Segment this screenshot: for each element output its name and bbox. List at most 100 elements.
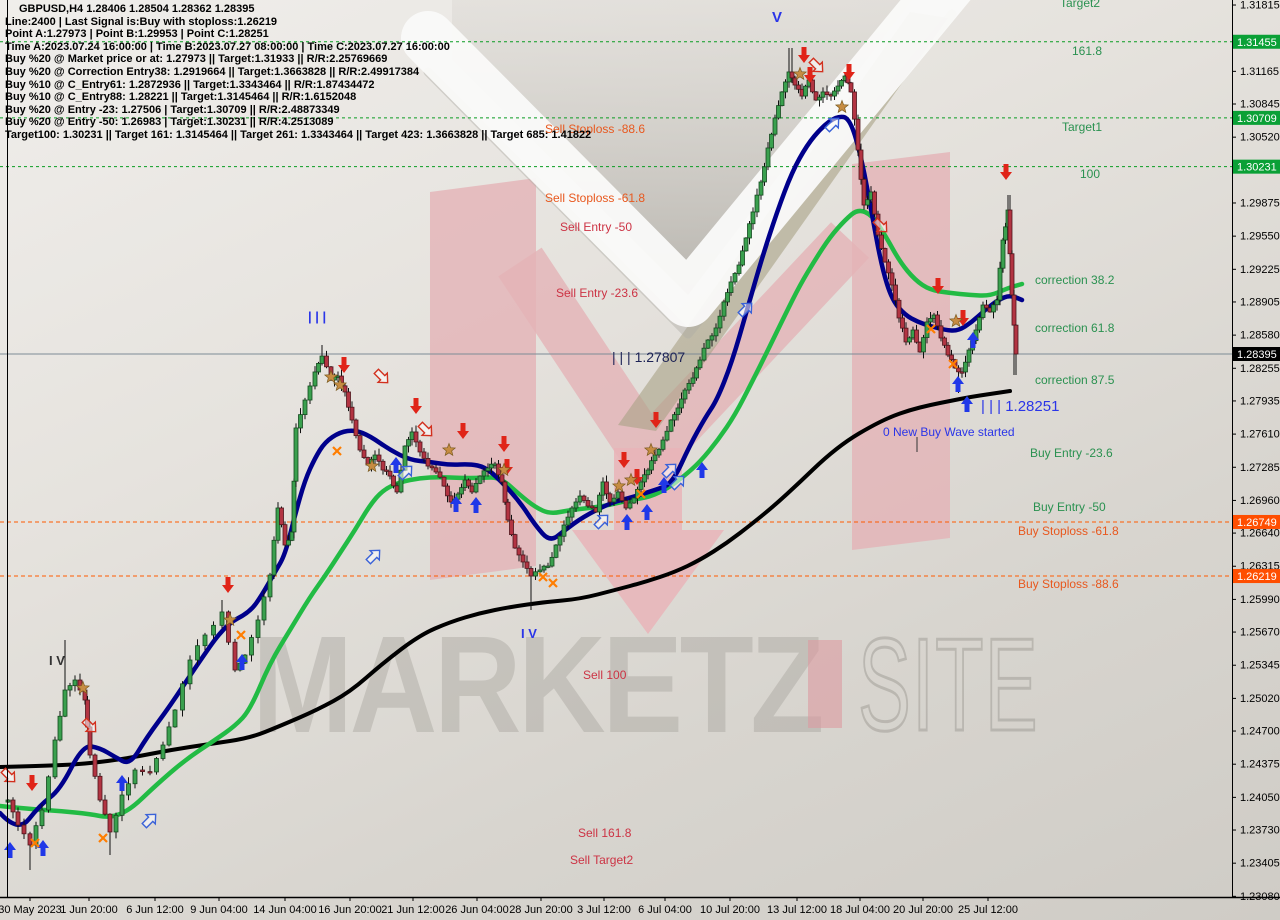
price-tick-label: 1.27935 [1240,395,1280,407]
buy-arrow-icon [961,396,973,412]
time-tick-label: 14 Jun 04:00 [253,904,317,916]
price-tag [1233,347,1280,361]
chart-annotation: | | | 1.28251 [981,398,1059,415]
sell-arrow-icon [932,278,944,294]
sell-arrow-icon [410,398,422,414]
price-tick-label: 1.23405 [1240,858,1280,870]
star-marker-icon [623,472,639,487]
chart-annotation: I V [49,653,65,668]
buy-arrow-icon [390,457,402,473]
time-tick-label: 25 Jul 12:00 [958,904,1018,916]
logo-check [401,0,971,327]
hollow-buy-arrow-icon [397,465,413,481]
buy-arrow-icon [967,332,979,348]
buy-arrow-icon [236,654,248,670]
time-tick-label: 6 Jun 12:00 [126,904,184,916]
buy-arrow-icon [658,477,670,493]
time-tick-label: 30 May 2023 [0,904,62,916]
price-tag-label: 1.26219 [1237,571,1277,583]
star-marker-icon [441,442,457,457]
chart-annotation: I V [521,626,537,641]
price-tick-label: 1.26640 [1240,528,1280,540]
chart-annotation: Target1 [1062,120,1102,134]
time-tick-label: 20 Jul 20:00 [893,904,953,916]
hollow-buy-arrow-icon [737,302,753,318]
logo-right-slab [852,152,950,550]
hollow-sell-arrow-icon [81,717,97,733]
star-marker-icon [364,458,380,473]
cross-marker-icon [538,572,548,582]
chart-annotation: 100 [1080,167,1100,181]
price-tag-label: 1.30709 [1237,113,1277,125]
price-tag [1233,34,1280,49]
chart-annotation: Buy Stoploss -61.8 [1018,524,1119,538]
price-tick-label: 1.25670 [1240,627,1280,639]
cross-marker-icon [548,578,558,588]
hollow-buy-arrow-icon [141,813,157,829]
candles [5,47,1019,871]
price-tag-label: 1.26749 [1237,517,1277,529]
hollow-buy-arrow-icon [669,475,685,491]
chart-annotation: Target2 [1060,0,1100,10]
star-marker-icon [611,478,627,493]
star-marker-icon [75,680,91,695]
sell-arrow-icon [457,423,469,439]
price-tick-label: 1.27285 [1240,462,1280,474]
cross-marker-icon [332,446,342,456]
price-tag [1233,569,1280,584]
chart-annotation: correction 61.8 [1035,321,1115,335]
chart-annotation: | | | 1.27807 [612,349,685,365]
price-tick-label: 1.29225 [1240,264,1280,276]
chart-annotation: Buy Stoploss -88.6 [1018,577,1119,591]
star-marker-icon [323,369,339,384]
price-tick-label: 1.24050 [1240,792,1280,804]
price-tick-label: 1.24375 [1240,759,1280,771]
price-tick-label: 1.29875 [1240,197,1280,209]
chart-annotation: 0 New Buy Wave started [883,425,1015,439]
sell-arrow-icon [957,310,969,326]
watermark-accent-bar [808,640,842,728]
sell-arrow-icon [1000,164,1012,180]
time-tick-label: 18 Jul 04:00 [830,904,890,916]
logo-down-arrow [572,448,724,634]
price-tick-label: 1.31165 [1240,66,1279,78]
buy-arrow-icon [116,775,128,791]
star-marker-icon [834,99,850,114]
price-tick-label: 1.30845 [1240,99,1280,111]
price-tag-label: 1.31455 [1237,37,1277,49]
star-marker-icon [792,66,808,81]
buy-arrow-icon [37,840,49,856]
chart-annotation: correction 38.2 [1035,273,1115,287]
ma-lines [0,114,1025,827]
watermark-word-tail: SITE [858,611,1039,759]
chart-annotation: | | | [308,309,326,324]
hollow-sell-arrow-icon [373,368,389,384]
price-tag-label: 1.30231 [1237,162,1277,174]
time-tick-label: 16 Jun 20:00 [318,904,382,916]
price-tick-label: 1.30520 [1240,132,1280,144]
chart-annotation: correction 87.5 [1035,373,1115,387]
price-axis[interactable]: 1.31815 1.31165 1.30845 1.30520 1.29875 1.295… [1232,0,1280,903]
chart-annotation: Sell 161.8 [578,826,632,840]
price-tag [1233,110,1280,125]
star-marker-icon [222,612,238,627]
sell-arrow-icon [798,47,810,63]
cross-marker-icon [926,324,936,334]
cross-marker-icon [948,359,958,369]
hollow-buy-arrow-icon [365,549,381,565]
price-tick-label: 1.25020 [1240,693,1280,705]
price-tick-label: 1.24700 [1240,726,1280,738]
time-tick-label: 21 Jun 12:00 [381,904,445,916]
sell-arrow-icon [650,412,662,428]
ma-fast-navy [0,114,1025,827]
watermark-logo: MARKETZ SITE [252,0,1039,762]
signal-markers [0,47,1012,858]
chart-annotation: V [772,9,782,26]
star-marker-icon [948,313,964,328]
chart-annotation: Sell Stoploss -88.6 [545,122,645,136]
buy-arrow-icon [450,496,462,512]
hollow-sell-arrow-icon [417,421,433,437]
